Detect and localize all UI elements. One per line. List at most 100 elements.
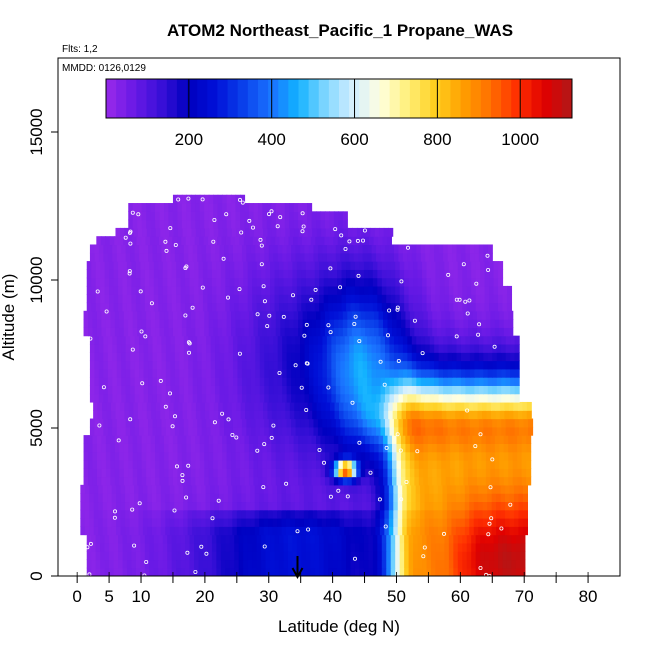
heatmap-cell: [420, 526, 426, 536]
heatmap-cell: [513, 410, 519, 420]
heatmap-cell: [422, 269, 428, 279]
heatmap-cell: [349, 360, 355, 370]
heatmap-cell: [484, 277, 490, 287]
sample-point: [478, 432, 483, 437]
heatmap-cell: [411, 393, 417, 403]
heatmap-cell: [435, 294, 441, 304]
heatmap-cell: [333, 236, 339, 246]
heatmap-cell: [206, 393, 212, 403]
heatmap-cell: [245, 501, 251, 511]
heatmap-cell: [430, 294, 437, 304]
heatmap-cell: [161, 368, 167, 378]
heatmap-cell: [147, 526, 153, 536]
heatmap-cell: [256, 559, 262, 569]
heatmap-cell: [211, 261, 217, 270]
heatmap-cell: [86, 559, 92, 569]
heatmap-cell: [496, 360, 502, 370]
heatmap-cell: [425, 360, 431, 370]
sample-point: [210, 516, 215, 521]
heatmap-cell: [329, 310, 335, 320]
heatmap-cell: [84, 493, 90, 503]
heatmap-cell: [376, 360, 382, 370]
heatmap-cell: [313, 252, 319, 262]
heatmap-cell: [243, 559, 249, 569]
heatmap-cell: [203, 236, 209, 246]
heatmap-cell: [159, 211, 165, 221]
heatmap-cell: [344, 501, 350, 511]
heatmap-cell: [438, 335, 444, 345]
heatmap-cell: [307, 401, 313, 411]
heatmap-cell: [425, 352, 431, 362]
heatmap-cell: [277, 368, 283, 378]
heatmap-cell: [235, 203, 241, 212]
heatmap-cell: [178, 410, 184, 420]
heatmap-cell: [342, 236, 348, 246]
heatmap-cell: [124, 410, 130, 420]
heatmap-cell: [344, 509, 350, 519]
heatmap-cell: [304, 252, 310, 262]
heatmap-cell: [152, 426, 158, 436]
heatmap-cell: [501, 377, 507, 386]
heatmap-cell: [480, 567, 486, 576]
heatmap-cell: [471, 285, 477, 295]
heatmap-cell: [445, 459, 451, 469]
heatmap-cell: [483, 385, 489, 395]
heatmap-cell: [514, 385, 520, 395]
heatmap-cell: [194, 294, 200, 304]
heatmap-cell: [417, 294, 423, 304]
heatmap-cell: [118, 551, 124, 561]
heatmap-cell: [493, 261, 499, 270]
heatmap-cell: [201, 509, 207, 519]
heatmap-cell: [253, 459, 259, 469]
heatmap-cell: [275, 211, 281, 221]
heatmap-cell: [424, 493, 430, 503]
heatmap-cell: [88, 459, 94, 469]
heatmap-cell: [202, 294, 209, 304]
heatmap-cell: [201, 385, 207, 395]
heatmap-cell: [266, 310, 272, 320]
heatmap-cell: [272, 509, 278, 519]
heatmap-cell: [138, 493, 144, 503]
heatmap-cell: [179, 385, 185, 395]
heatmap-cell: [130, 418, 136, 428]
heatmap-cell: [317, 244, 323, 254]
heatmap-cell: [161, 385, 167, 395]
heatmap-cell: [180, 534, 186, 544]
heatmap-cell: [342, 310, 348, 320]
heatmap-cell: [286, 360, 292, 370]
heatmap-cell: [198, 294, 204, 304]
heatmap-cell: [123, 459, 129, 469]
heatmap-cell: [130, 335, 136, 345]
heatmap-cell: [438, 244, 444, 254]
heatmap-cell: [246, 335, 252, 345]
heatmap-cell: [517, 451, 523, 461]
heatmap-cell: [436, 468, 442, 478]
heatmap-cell: [83, 435, 89, 444]
heatmap-cell: [366, 509, 372, 519]
heatmap-cell: [168, 443, 174, 453]
heatmap-cell: [420, 252, 426, 262]
heatmap-cell: [305, 551, 311, 561]
heatmap-cell: [119, 476, 125, 486]
heatmap-cell: [253, 476, 259, 486]
heatmap-cell: [517, 459, 523, 469]
heatmap-cell: [159, 476, 165, 486]
heatmap-cell: [103, 385, 109, 395]
heatmap-cell: [186, 194, 192, 204]
heatmap-cell: [291, 368, 297, 378]
heatmap-cell: [147, 517, 153, 527]
heatmap-cell: [293, 310, 299, 320]
heatmap-cell: [171, 551, 177, 561]
heatmap-cell: [322, 244, 328, 254]
heatmap-cell: [362, 360, 368, 370]
heatmap-cell: [280, 476, 286, 486]
heatmap-cell: [169, 410, 175, 420]
heatmap-cell: [134, 343, 140, 353]
heatmap-cell: [468, 410, 474, 420]
heatmap-cell: [226, 435, 232, 444]
heatmap-cell: [149, 269, 155, 279]
heatmap-cell: [208, 435, 214, 444]
heatmap-cell: [367, 343, 373, 353]
heatmap-cell: [506, 302, 513, 312]
heatmap-cell: [264, 426, 270, 436]
